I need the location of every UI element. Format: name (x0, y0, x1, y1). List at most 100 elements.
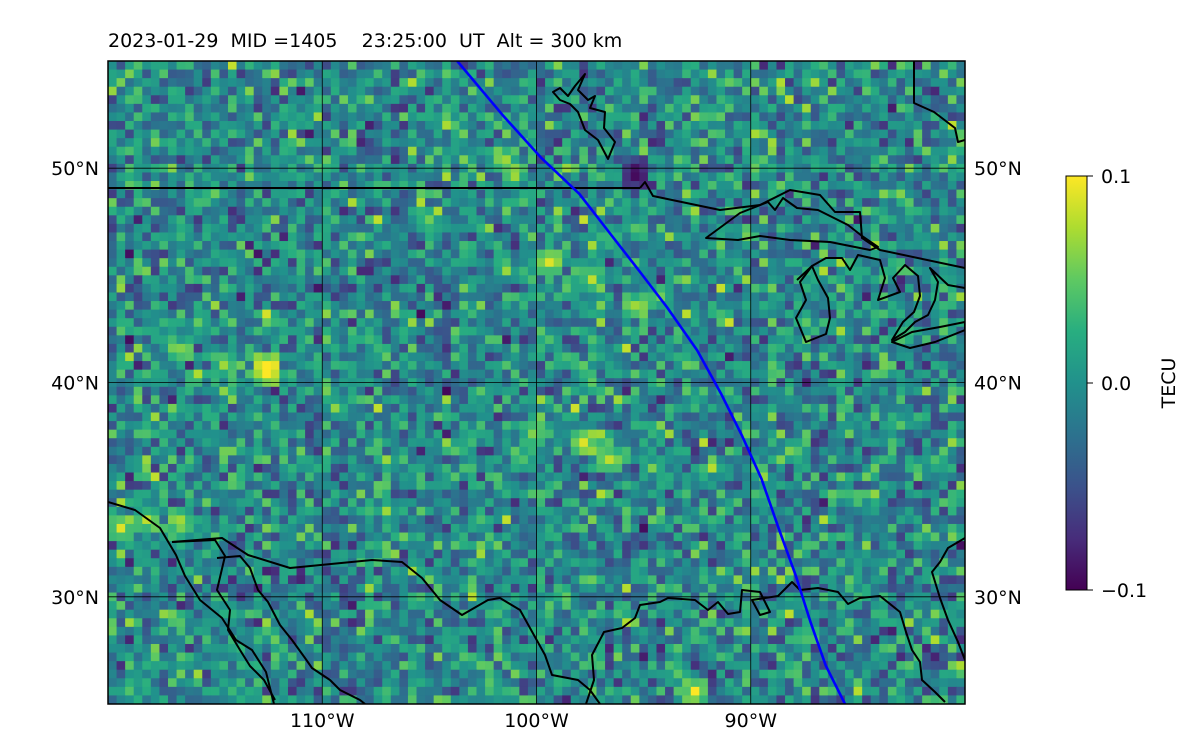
heatmap-cell (716, 138, 726, 148)
heatmap-cell (930, 206, 940, 216)
heatmap-cell (630, 421, 640, 431)
heatmap-cell (639, 275, 649, 285)
heatmap-cell (245, 241, 255, 251)
heatmap-cell (442, 181, 452, 191)
heatmap-cell (947, 155, 958, 165)
heatmap-cell (502, 215, 512, 225)
heatmap-cell (176, 172, 186, 182)
heatmap-cell (742, 69, 752, 79)
heatmap-cell (150, 472, 161, 482)
heatmap-cell (150, 241, 161, 251)
heatmap-cell (570, 283, 580, 294)
heatmap-cell (827, 103, 838, 114)
heatmap-cell (673, 472, 683, 482)
heatmap-cell (467, 335, 478, 345)
heatmap-cell (339, 206, 349, 216)
heatmap-cell (502, 283, 512, 294)
heatmap-cell (159, 112, 169, 122)
heatmap-cell (836, 275, 846, 285)
heatmap-cell (356, 481, 366, 491)
heatmap-cell (656, 198, 666, 208)
heatmap-cell (887, 155, 898, 165)
heatmap-cell (630, 103, 640, 114)
heatmap-cell (450, 223, 460, 234)
heatmap-cell (647, 223, 658, 234)
heatmap-cell (476, 189, 486, 199)
heatmap-cell (236, 189, 246, 199)
heatmap-cell (913, 309, 923, 319)
heatmap-cell (407, 446, 418, 456)
heatmap-cell (673, 395, 683, 405)
heatmap-cell (905, 215, 915, 225)
heatmap-cell (296, 215, 306, 225)
heatmap-cell (613, 292, 623, 302)
heatmap-cell (510, 198, 520, 208)
heatmap-cell (819, 318, 829, 328)
heatmap-cell (690, 386, 700, 396)
heatmap-cell (433, 335, 443, 345)
heatmap-cell (579, 189, 589, 199)
heatmap-cell (202, 326, 212, 336)
heatmap-cell (767, 446, 778, 456)
heatmap-cell (330, 138, 340, 148)
heatmap-cell (819, 421, 829, 431)
heatmap-cell (433, 69, 443, 79)
heatmap-cell (562, 429, 572, 439)
heatmap-cell (425, 215, 435, 225)
heatmap-cell (519, 172, 529, 182)
heatmap-cell (793, 326, 803, 336)
heatmap-cell (296, 301, 306, 311)
heatmap-cell (296, 412, 306, 422)
heatmap-cell (485, 318, 495, 328)
heatmap-cell (742, 275, 752, 285)
heatmap-cell (459, 215, 469, 225)
heatmap-cell (733, 198, 743, 208)
heatmap-cell (433, 292, 443, 302)
heatmap-cell (810, 69, 820, 79)
heatmap-cell (519, 223, 529, 234)
heatmap-cell (287, 129, 298, 139)
heatmap-cell (467, 112, 478, 122)
heatmap-cell (665, 481, 675, 491)
heatmap-cell (956, 463, 965, 474)
heatmap-cell (827, 215, 838, 225)
heatmap-cell (579, 343, 589, 354)
heatmap-cell (407, 86, 418, 96)
heatmap-cell (742, 301, 752, 311)
heatmap-cell (502, 395, 512, 405)
heatmap-cell (545, 189, 555, 199)
heatmap-cell (750, 198, 760, 208)
heatmap-cell (270, 292, 280, 302)
map-plot-area[interactable] (107, 60, 966, 705)
heatmap-cell (476, 292, 486, 302)
heatmap-cell (322, 446, 332, 456)
heatmap-cell (227, 301, 238, 311)
heatmap-cell (245, 266, 255, 276)
heatmap-cell (519, 258, 529, 268)
heatmap-cell (287, 198, 298, 208)
heatmap-cell (125, 446, 135, 456)
heatmap-cell (793, 412, 803, 422)
heatmap-cell (185, 69, 195, 79)
heatmap-cell (442, 232, 452, 242)
heatmap-cell (245, 412, 255, 422)
heatmap-cell (159, 241, 169, 251)
heatmap-cell (930, 95, 940, 105)
heatmap-cell (930, 86, 940, 96)
heatmap-cell (347, 421, 358, 431)
heatmap-cell (262, 206, 272, 216)
heatmap-cell (622, 481, 632, 491)
heatmap-cell (682, 61, 692, 71)
heatmap-cell (665, 189, 675, 199)
heatmap-cell (450, 301, 460, 311)
heatmap-cell (545, 61, 555, 71)
heatmap-cell (313, 446, 323, 456)
heatmap-cell (425, 446, 435, 456)
heatmap-cell (390, 326, 400, 336)
heatmap-cell (562, 198, 572, 208)
heatmap-cell (930, 223, 940, 234)
heatmap-cell (450, 112, 460, 122)
heatmap-cell (425, 181, 435, 191)
heatmap-cell (793, 386, 803, 396)
heatmap-cell (339, 215, 349, 225)
